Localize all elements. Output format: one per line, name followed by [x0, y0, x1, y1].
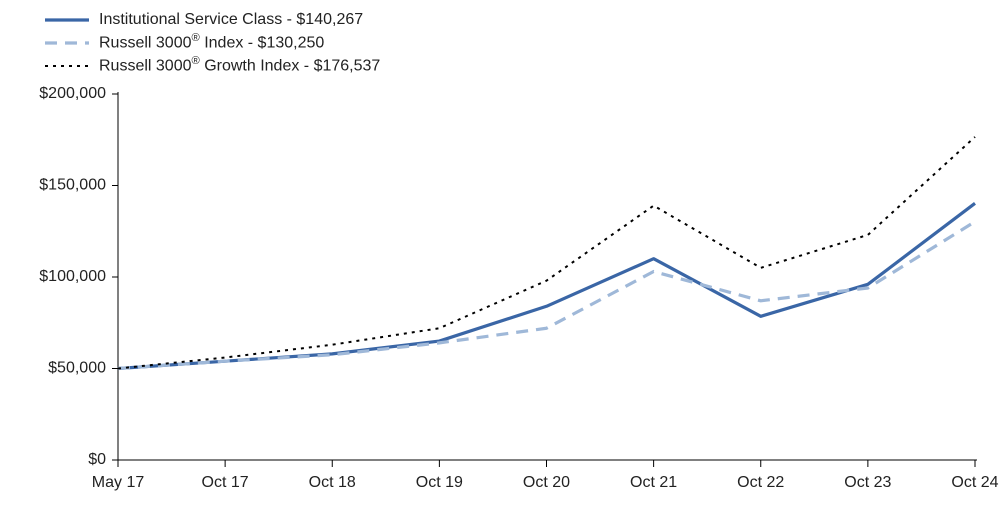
legend-item-r3000: Russell 3000® Index - $130,250 — [45, 31, 380, 54]
svg-text:Oct 23: Oct 23 — [844, 474, 891, 491]
legend-swatch-r3000g — [45, 57, 89, 75]
legend-label-inst: Institutional Service Class - $140,267 — [99, 8, 363, 31]
series-r3000g — [118, 137, 975, 369]
legend-item-r3000g: Russell 3000® Growth Index - $176,537 — [45, 54, 380, 77]
series-r3000 — [118, 222, 975, 369]
series-inst — [118, 203, 975, 368]
growth-chart: Institutional Service Class - $140,267Ru… — [0, 0, 1000, 523]
svg-text:$100,000: $100,000 — [39, 268, 106, 285]
svg-text:Oct 19: Oct 19 — [416, 474, 463, 491]
legend-swatch-r3000 — [45, 34, 89, 52]
legend-label-r3000: Russell 3000® Index - $130,250 — [99, 30, 324, 55]
svg-text:Oct 20: Oct 20 — [523, 474, 570, 491]
legend-label-r3000g: Russell 3000® Growth Index - $176,537 — [99, 53, 380, 78]
svg-text:Oct 17: Oct 17 — [202, 474, 249, 491]
legend-swatch-inst — [45, 11, 89, 29]
svg-text:$150,000: $150,000 — [39, 177, 106, 194]
svg-text:Oct 22: Oct 22 — [737, 474, 784, 491]
svg-text:$50,000: $50,000 — [48, 360, 106, 377]
svg-text:$200,000: $200,000 — [39, 85, 106, 102]
svg-text:Oct 24: Oct 24 — [951, 474, 998, 491]
svg-text:$0: $0 — [88, 451, 106, 468]
svg-text:Oct 18: Oct 18 — [309, 474, 356, 491]
legend: Institutional Service Class - $140,267Ru… — [45, 8, 380, 77]
svg-text:Oct 21: Oct 21 — [630, 474, 677, 491]
svg-text:May 17: May 17 — [92, 474, 145, 491]
legend-item-inst: Institutional Service Class - $140,267 — [45, 8, 380, 31]
chart-plot: $0 $50,000 $100,000 $150,000 $200,000 May 17 O… — [0, 0, 1000, 523]
